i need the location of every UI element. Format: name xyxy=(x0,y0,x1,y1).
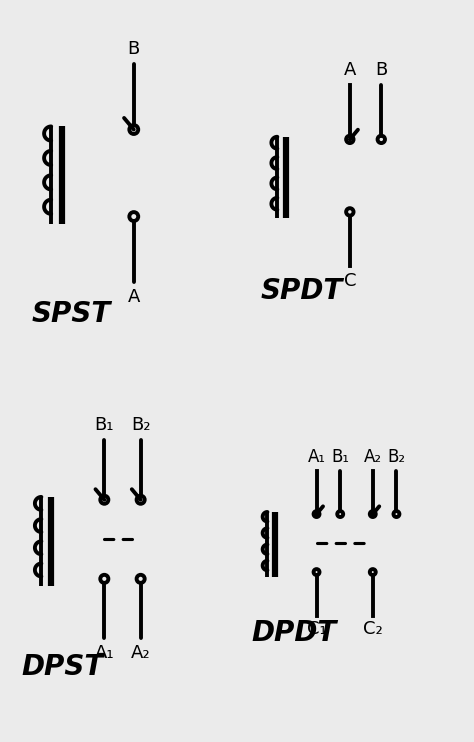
Text: A₁: A₁ xyxy=(94,644,114,662)
Text: B₂: B₂ xyxy=(387,448,406,466)
Text: DPST: DPST xyxy=(22,652,104,680)
Text: B₂: B₂ xyxy=(131,416,150,434)
Text: A: A xyxy=(128,289,140,306)
Text: DPDT: DPDT xyxy=(251,619,337,646)
Text: B₁: B₁ xyxy=(331,448,349,466)
Text: A₂: A₂ xyxy=(364,448,382,466)
Text: B: B xyxy=(128,39,140,58)
Text: B₁: B₁ xyxy=(95,416,114,434)
Text: A₁: A₁ xyxy=(308,448,326,466)
Text: SPDT: SPDT xyxy=(261,277,343,305)
Text: B: B xyxy=(375,62,387,79)
Text: SPST: SPST xyxy=(32,301,111,329)
Text: C: C xyxy=(344,272,356,290)
Text: C₂: C₂ xyxy=(363,620,383,638)
Text: A₂: A₂ xyxy=(131,644,150,662)
Text: A: A xyxy=(344,62,356,79)
Text: C₁: C₁ xyxy=(307,620,327,638)
